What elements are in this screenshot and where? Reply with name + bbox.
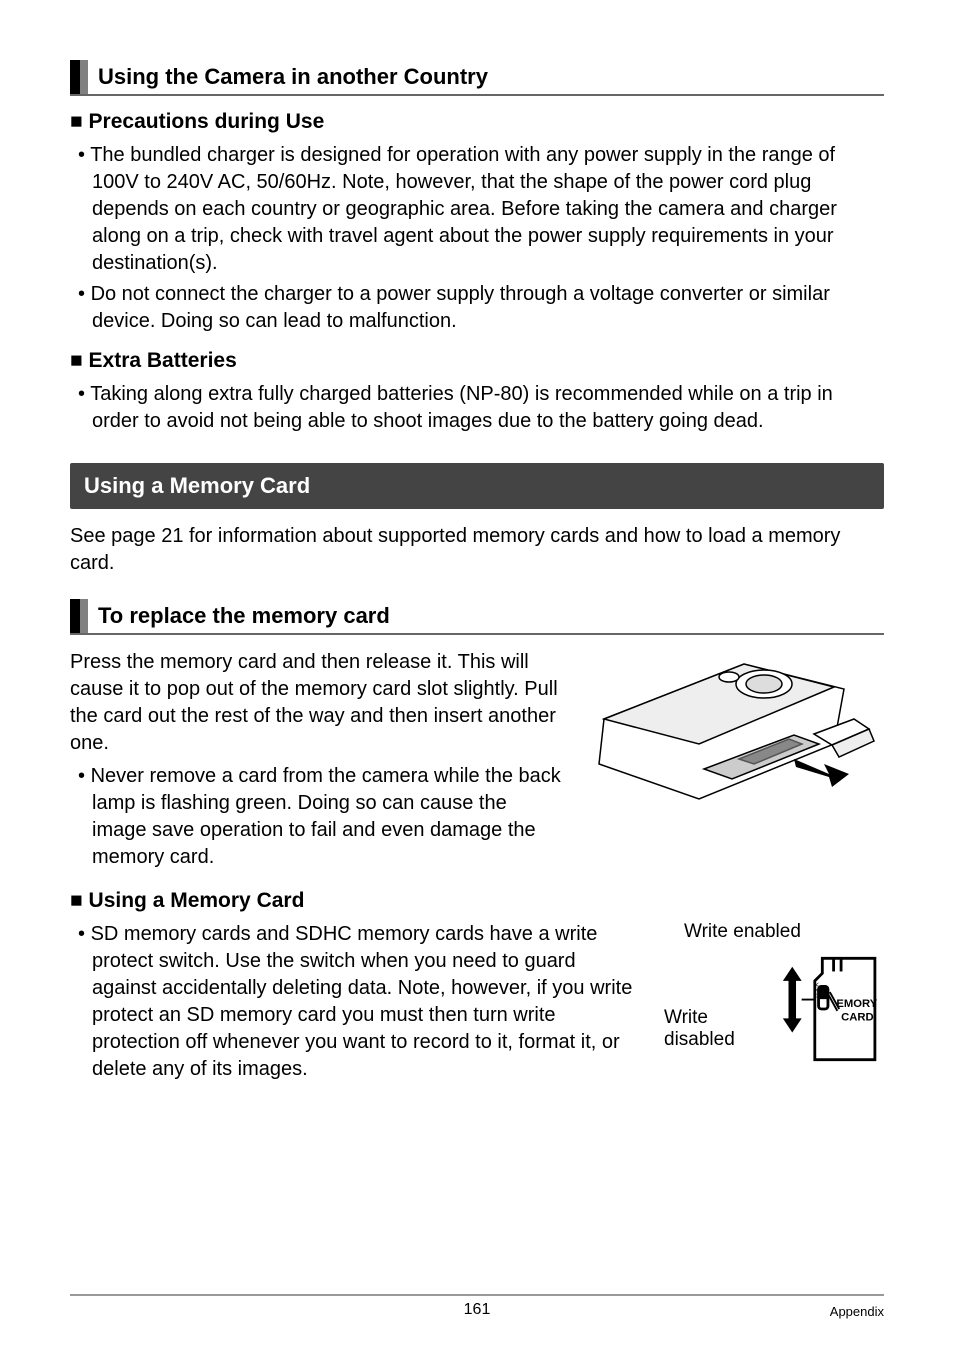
write-enabled-label: Write enabled	[664, 921, 884, 943]
write-disabled-label: Write disabled	[664, 1007, 777, 1069]
extra-batteries-list: Taking along extra fully charged batteri…	[70, 381, 884, 435]
subheading-extra-text: Extra Batteries	[89, 349, 237, 372]
using-memory-bullets: SD memory cards and SDHC memory cards ha…	[70, 921, 644, 1083]
card-text-2: CARD	[841, 1011, 874, 1023]
camera-eject-illustration	[584, 649, 884, 809]
subheading-using-text: Using a Memory Card	[89, 889, 305, 912]
section-heading-country: Using the Camera in another Country	[70, 60, 884, 96]
list-item: SD memory cards and SDHC memory cards ha…	[70, 921, 644, 1083]
replace-bullets: Never remove a card from the camera whil…	[70, 763, 564, 871]
section-title-replace: To replace the memory card	[88, 599, 390, 633]
subheading-using-memory-card: ■ Using a Memory Card	[70, 889, 884, 913]
section-title: Using the Camera in another Country	[88, 60, 488, 94]
heading-bar-black	[70, 599, 80, 633]
heading-bar-grey	[80, 599, 88, 633]
memory-card-intro: See page 21 for information about suppor…	[70, 523, 884, 577]
heading-bar-black	[70, 60, 80, 94]
replace-body: Press the memory card and then release i…	[70, 649, 564, 757]
subheading-precautions-text: Precautions during Use	[89, 110, 325, 133]
subheading-precautions: ■ Precautions during Use	[70, 110, 884, 134]
sd-card-illustration: LOCK EMORY CARD	[781, 949, 884, 1069]
card-text-1: EMORY	[836, 998, 877, 1010]
subheading-extra-batteries: ■ Extra Batteries	[70, 349, 884, 373]
section-heading-replace: To replace the memory card	[70, 599, 884, 635]
precautions-list: The bundled charger is designed for oper…	[70, 142, 884, 335]
page-footer: 161 Appendix	[70, 1294, 884, 1319]
list-item: The bundled charger is designed for oper…	[70, 142, 884, 277]
heading-bar-grey	[80, 60, 88, 94]
list-item: Never remove a card from the camera whil…	[70, 763, 564, 871]
list-item: Do not connect the charger to a power su…	[70, 281, 884, 335]
page-number: 161	[70, 1301, 884, 1319]
lock-text: LOCK	[814, 982, 820, 998]
list-item: Taking along extra fully charged batteri…	[70, 381, 884, 435]
band-heading-memory-card: Using a Memory Card	[70, 463, 884, 509]
